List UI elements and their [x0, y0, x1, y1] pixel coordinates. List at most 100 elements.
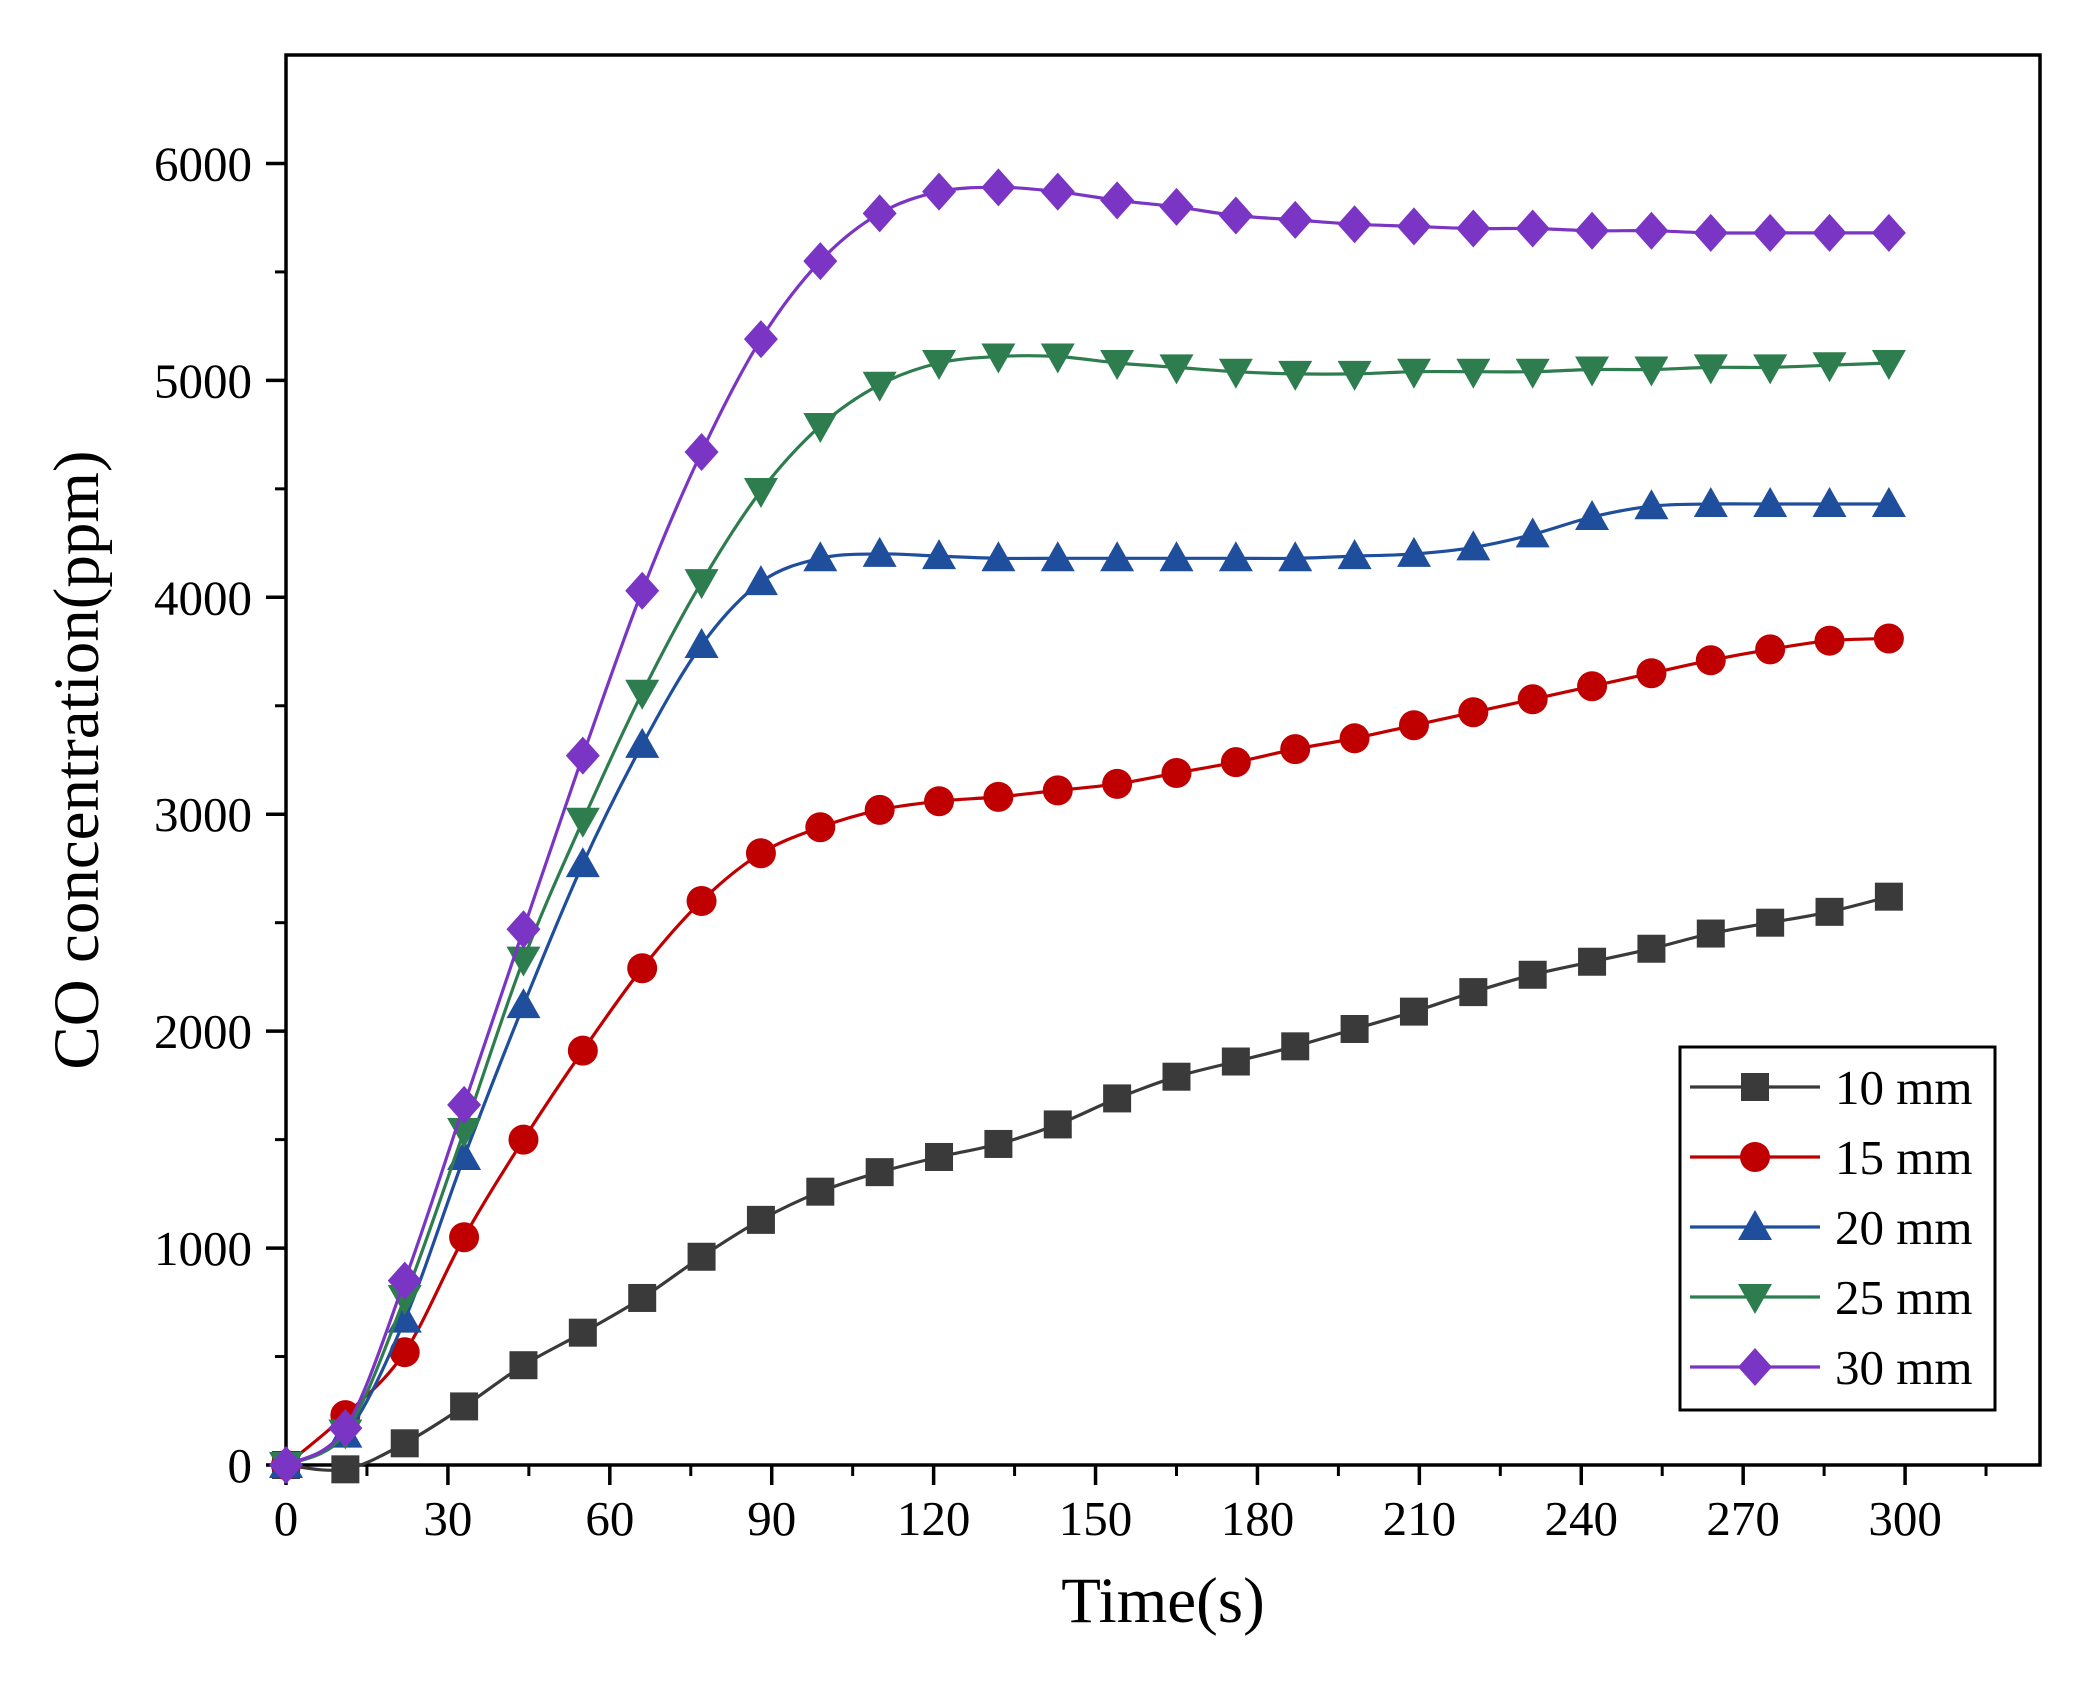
data-point: [983, 781, 1014, 812]
data-point: [1100, 541, 1135, 572]
legend-marker: [1738, 1210, 1772, 1240]
x-tick-label: 240: [1545, 1491, 1619, 1546]
data-point: [1399, 997, 1428, 1026]
y-tick-label: 6000: [154, 136, 252, 191]
data-point: [1812, 352, 1847, 383]
y-tick-label: 4000: [154, 570, 252, 625]
series-line-10-mm: [285, 895, 1890, 1472]
data-point: [1218, 196, 1253, 235]
legend-label: 10 mm: [1835, 1060, 1972, 1115]
data-point: [1814, 625, 1845, 656]
data-point: [684, 628, 719, 659]
data-point: [925, 1142, 954, 1171]
data-point: [1337, 360, 1372, 391]
legend-item-25-mm: 25 mm: [1690, 1270, 1972, 1325]
legend-item-10-mm: 10 mm: [1690, 1060, 1972, 1115]
data-point: [924, 786, 955, 817]
data-point: [922, 172, 957, 211]
data-point: [1218, 358, 1253, 389]
data-point: [508, 1124, 539, 1155]
data-point: [1040, 172, 1075, 211]
data-point: [686, 886, 717, 916]
data-point: [1575, 356, 1610, 387]
data-point: [1398, 710, 1429, 741]
data-point: [1103, 1084, 1132, 1113]
legend-item-15-mm: 15 mm: [1690, 1130, 1972, 1185]
y-axis-label: CO concentration(ppm): [41, 450, 113, 1069]
legend-marker: [1738, 1348, 1772, 1386]
legend-marker: [1740, 1142, 1770, 1172]
data-point: [447, 1085, 482, 1124]
data-point: [1696, 919, 1725, 948]
data-point: [865, 1158, 894, 1187]
data-point: [1753, 213, 1788, 252]
legend: 10 mm 15 mm 20 mm 25 mm 30 mm: [1678, 1045, 1997, 1412]
data-point: [387, 1284, 422, 1315]
data-point: [1577, 671, 1608, 702]
data-point: [981, 343, 1016, 374]
x-tick-label: 210: [1383, 1491, 1457, 1546]
data-point: [1281, 1032, 1310, 1061]
data-point: [1695, 645, 1726, 676]
data-point: [1873, 623, 1904, 654]
x-axis-label: Time(s): [1061, 1565, 1264, 1637]
data-point: [1218, 541, 1253, 572]
data-point: [1517, 684, 1548, 715]
data-point: [1161, 758, 1192, 789]
data-point: [803, 242, 838, 281]
series-line-15-mm: [284, 636, 1889, 1467]
data-point: [1812, 213, 1847, 252]
legend-label: 30 mm: [1835, 1340, 1972, 1395]
series-line-25-mm: [285, 354, 1889, 1467]
data-point: [1815, 897, 1844, 926]
data-point: [1456, 358, 1491, 389]
data-point: [1753, 354, 1788, 385]
axes-layer: 0 30 60 90 120 150 180 210 240 270 300010002000300…: [154, 53, 2042, 1546]
legend-label: 20 mm: [1835, 1200, 1972, 1255]
data-point: [684, 432, 719, 471]
data-point: [1042, 775, 1073, 806]
data-point: [922, 350, 957, 381]
data-point: [1040, 541, 1075, 572]
data-point: [1515, 517, 1550, 548]
data-point: [1575, 211, 1610, 250]
data-point: [1280, 734, 1311, 765]
data-point: [687, 1242, 716, 1271]
data-point: [1755, 634, 1786, 665]
legend-label: 25 mm: [1835, 1270, 1972, 1325]
series-30-mm: [269, 168, 1906, 1484]
data-point: [1040, 343, 1075, 374]
data-point: [269, 1446, 303, 1484]
data-point: [389, 1337, 420, 1368]
data-point: [628, 1283, 657, 1312]
data-point: [862, 371, 897, 402]
data-point: [506, 910, 541, 949]
data-point: [981, 168, 1016, 207]
data-point: [1458, 697, 1489, 728]
data-point: [864, 794, 895, 825]
data-point: [1871, 487, 1906, 518]
data-point: [743, 565, 778, 596]
x-tick-label: 180: [1221, 1491, 1295, 1546]
data-point: [803, 412, 838, 443]
data-point: [1278, 541, 1313, 572]
data-point: [509, 1351, 538, 1380]
data-point: [1871, 213, 1906, 252]
data-point: [922, 539, 957, 570]
data-point: [1396, 358, 1431, 389]
data-point: [743, 478, 778, 509]
data-point: [1634, 356, 1669, 387]
data-point: [1100, 181, 1135, 220]
plot-frame: [284, 53, 2042, 1467]
data-point: [1339, 723, 1370, 754]
y-tick-label: 5000: [154, 353, 252, 408]
data-point: [565, 847, 600, 878]
data-point: [447, 1139, 482, 1170]
legend-marker: [1738, 1284, 1772, 1314]
data-point: [1753, 487, 1788, 518]
data-point: [567, 1035, 598, 1066]
data-point: [1159, 541, 1194, 572]
data-point: [1220, 747, 1251, 778]
